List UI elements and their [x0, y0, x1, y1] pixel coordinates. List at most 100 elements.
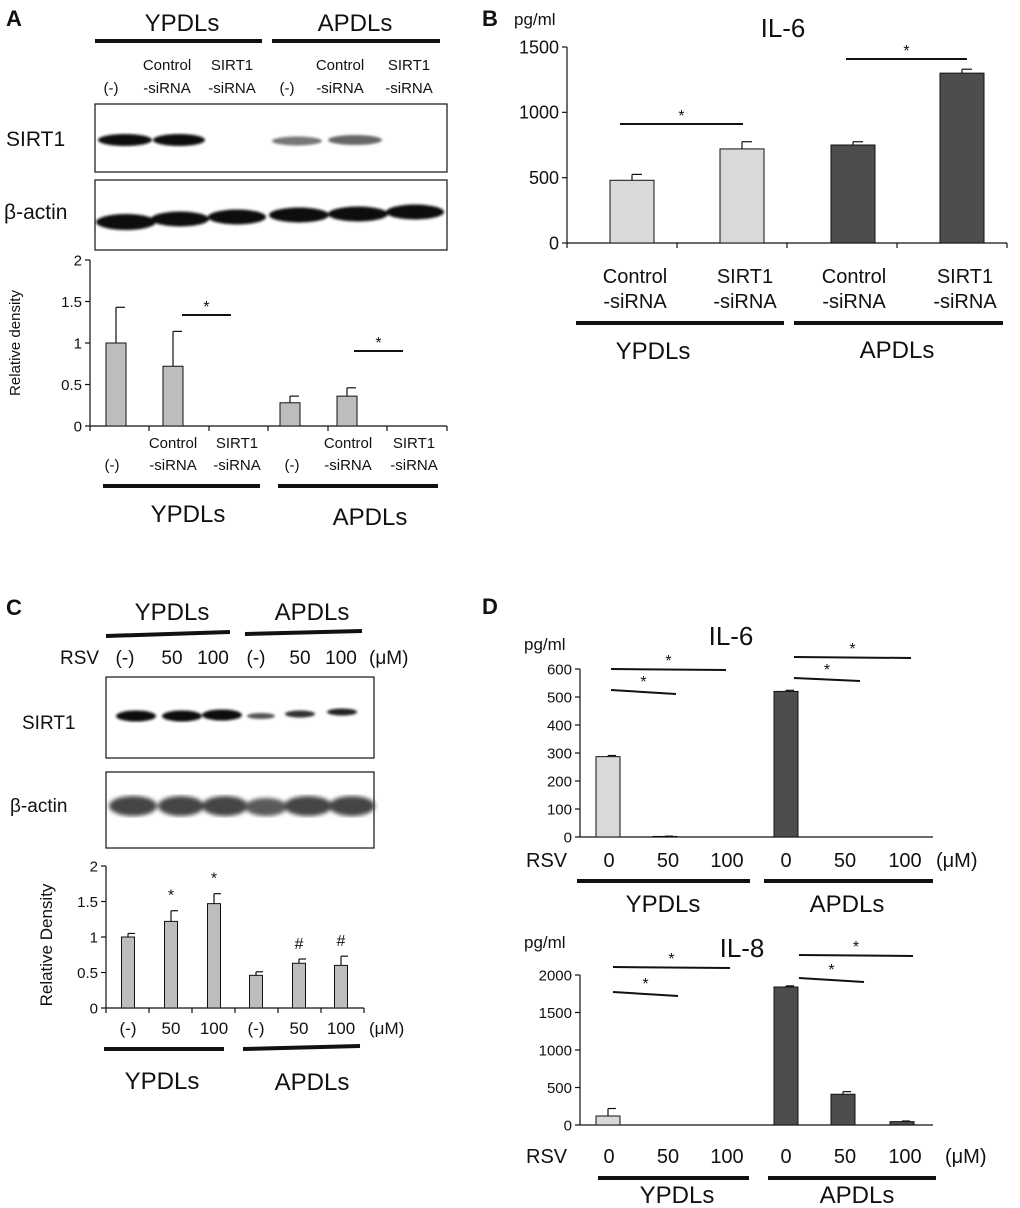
- rsv-label: RSV: [526, 1146, 568, 1168]
- bar: [773, 690, 799, 838]
- panel-d-label: D: [482, 594, 498, 619]
- y-tick-label: 0.5: [61, 377, 82, 394]
- bar: [249, 974, 263, 1009]
- x-category-label: -siRNA: [213, 457, 261, 474]
- bar: [336, 395, 358, 427]
- bar: [939, 72, 985, 244]
- panel-a-lane-label: -siRNA: [143, 80, 191, 97]
- panel-a-sirt1-bands: [98, 134, 382, 146]
- significance-star: *: [903, 43, 909, 60]
- bar: [609, 179, 655, 244]
- panel-a-lane-label: Control: [143, 57, 191, 74]
- panel-a-lane-label: SIRT1: [388, 57, 430, 74]
- x-category-label: (-): [105, 457, 120, 474]
- y-tick-label: 600: [547, 661, 572, 678]
- blot-band: [245, 798, 287, 816]
- x-category-label: (-): [248, 1019, 265, 1038]
- x-category-label: Control: [324, 435, 372, 452]
- chart-title: IL-8: [720, 933, 765, 963]
- blot-band: [158, 796, 204, 816]
- x-unit-label: (μM): [945, 1146, 987, 1168]
- bar: [334, 964, 348, 1009]
- significance-star: *: [849, 641, 855, 658]
- blot-band: [272, 136, 322, 146]
- x-category-label: -siRNA: [149, 457, 197, 474]
- significance-star: *: [828, 962, 834, 979]
- panel-c-group-apdls: APDLs: [275, 599, 350, 626]
- x-category-label: -siRNA: [390, 457, 438, 474]
- panel-a-blot-label-actin: β-actin: [4, 201, 67, 224]
- panel-c-lane-label: 100: [325, 648, 357, 669]
- significance-star: *: [640, 674, 646, 691]
- x-category-label: -siRNA: [822, 291, 886, 313]
- significance-mark: #: [337, 933, 346, 950]
- blot-band: [162, 710, 202, 722]
- blot-band: [386, 204, 444, 220]
- significance-star: *: [668, 951, 674, 968]
- y-unit-label: pg/ml: [514, 10, 556, 29]
- panel-c-blot-label-sirt1: SIRT1: [22, 713, 76, 734]
- blot-band: [202, 709, 242, 721]
- y-tick-label: 0: [549, 233, 559, 253]
- y-tick-label: 0: [564, 1117, 572, 1134]
- panel-c-lane-label: 50: [289, 648, 310, 669]
- x-category-label: 100: [888, 850, 921, 872]
- rsv-label: RSV: [526, 850, 568, 872]
- x-category-label: SIRT1: [717, 266, 773, 288]
- blot-band: [151, 211, 209, 227]
- significance-line: [793, 677, 861, 682]
- group-label: APDLs: [810, 891, 885, 918]
- blot-band: [329, 796, 375, 816]
- x-category-label: 50: [834, 850, 856, 872]
- blot-band: [98, 134, 152, 146]
- significance-line: [612, 991, 679, 997]
- y-tick-label: 1: [74, 335, 82, 352]
- significance-line: [610, 668, 727, 671]
- y-tick-label: 1500: [519, 37, 559, 57]
- bar: [595, 756, 621, 838]
- chart-title: IL-6: [761, 13, 806, 43]
- panel-a-group-ypdls: YPDLs: [145, 10, 220, 37]
- group-label: YPDLs: [640, 1182, 715, 1208]
- x-category-label: 100: [327, 1019, 355, 1038]
- y-tick-label: 0: [90, 1000, 98, 1017]
- panel-d-il6-chart: 0 100 200 300 400 500 600 * * * * IL-6 pg/ml 0 50 100 0 5…: [524, 621, 978, 918]
- panel-c-label: C: [6, 595, 22, 620]
- blot-band: [116, 710, 156, 722]
- x-category-label: 0: [780, 850, 791, 872]
- bar: [830, 1093, 856, 1126]
- blot-band: [247, 713, 275, 719]
- significance-star: *: [824, 662, 830, 679]
- x-category-label: -siRNA: [713, 291, 777, 313]
- significance-star: *: [375, 335, 381, 352]
- significance-line: [798, 954, 914, 957]
- significance-mark: *: [168, 888, 174, 905]
- x-category-label: 50: [657, 1146, 679, 1168]
- significance-mark: #: [295, 936, 304, 953]
- bar: [719, 148, 765, 244]
- significance-star: *: [642, 976, 648, 993]
- y-tick-label: 0: [564, 829, 572, 846]
- x-category-label: SIRT1: [216, 435, 258, 452]
- x-category-label: SIRT1: [393, 435, 435, 452]
- panel-a-label: A: [6, 6, 22, 31]
- panel-c-lane-label: 100: [197, 648, 229, 669]
- bar: [207, 903, 221, 1009]
- y-tick-label: 1000: [519, 103, 559, 123]
- blot-band: [328, 206, 388, 222]
- panel-a-blot-label-sirt1: SIRT1: [6, 128, 65, 151]
- bar: [164, 920, 178, 1009]
- y-tick-label: 1500: [539, 1005, 572, 1022]
- panel-c-lane-label: 50: [161, 648, 182, 669]
- x-category-label: (-): [120, 1019, 137, 1038]
- significance-star: *: [203, 299, 209, 316]
- y-tick-label: 1.5: [77, 894, 98, 911]
- x-category-label: SIRT1: [937, 266, 993, 288]
- x-unit-label: (μM): [369, 1019, 404, 1038]
- group-label: YPDLs: [125, 1068, 200, 1095]
- significance-line: [793, 656, 912, 659]
- panel-c-rsv-label: RSV: [60, 648, 99, 669]
- bar: [889, 1121, 915, 1126]
- panel-a-lane-label: -siRNA: [385, 80, 433, 97]
